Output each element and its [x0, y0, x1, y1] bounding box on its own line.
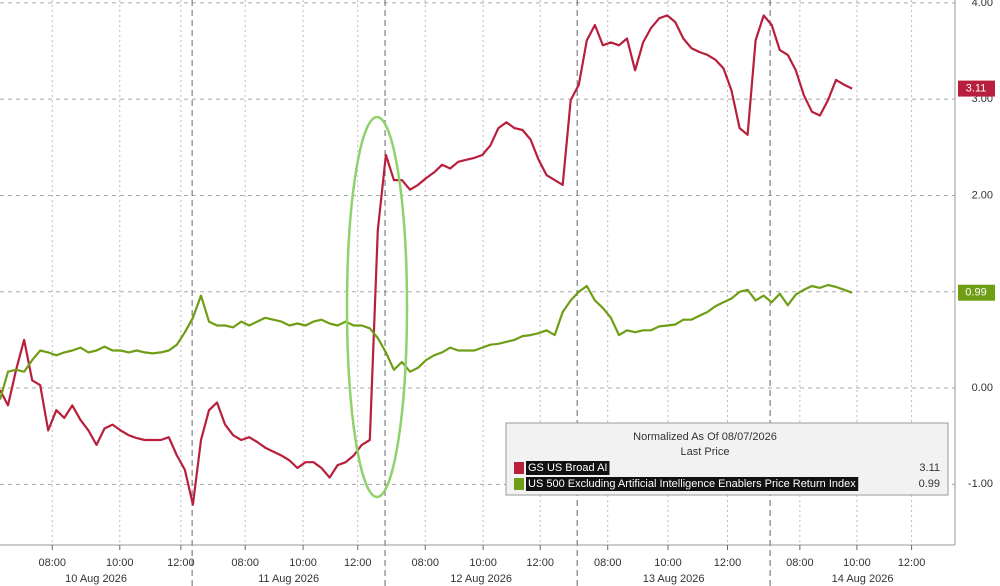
series-line: [0, 283, 853, 400]
x-tick-label: 12:00: [714, 557, 742, 569]
last-price-label: 3.11: [966, 82, 987, 94]
last-price-box: [958, 284, 995, 301]
x-tick-label: 10:00: [469, 557, 497, 569]
x-tick-label: 08:00: [231, 557, 259, 569]
x-tick-label: 08:00: [411, 557, 439, 569]
x-tick-label: 10:00: [289, 557, 317, 569]
x-tick-label: 12:00: [344, 557, 372, 569]
legend-value: 3.11: [919, 462, 940, 474]
x-tick-label: 10:00: [843, 557, 871, 569]
y-tick-label: -1.00: [968, 478, 993, 490]
legend-subtitle: Last Price: [681, 446, 730, 458]
x-tick-label: 12:00: [526, 557, 554, 569]
legend: Normalized As Of 08/07/2026 Last Price G…: [505, 422, 949, 496]
day-label: 14 Aug 2026: [832, 573, 894, 585]
series-layer: [0, 14, 853, 506]
day-label: 10 Aug 2026: [65, 573, 127, 585]
x-tick-label: 12:00: [167, 557, 195, 569]
x-tick-label: 10:00: [106, 557, 134, 569]
day-label: 12 Aug 2026: [450, 573, 512, 585]
y-tick-label: 4.00: [972, 0, 993, 9]
legend-name: US 500 Excluding Artificial Intelligence…: [528, 478, 856, 490]
highlight-ellipse: [345, 115, 409, 499]
y-tick-label: 0.00: [972, 382, 993, 394]
legend-swatch: [514, 462, 524, 474]
series-line: [0, 14, 853, 506]
x-tick-label: 12:00: [898, 557, 926, 569]
legend-name-bg: [526, 461, 610, 475]
x-tick-label: 08:00: [594, 557, 622, 569]
day-label: 13 Aug 2026: [643, 573, 705, 585]
last-price-label: 0.99: [965, 287, 986, 299]
x-tick-label: 08:00: [38, 557, 66, 569]
x-tick-label: 10:00: [654, 557, 682, 569]
legend-value: 0.99: [919, 478, 940, 490]
y-tick-label: 2.00: [972, 189, 993, 201]
legend-name: GS US Broad AI: [528, 462, 607, 474]
legend-name-bg: [526, 477, 859, 491]
day-label: 11 Aug 2026: [258, 573, 319, 585]
legend-swatch: [514, 478, 524, 490]
grid-layer: [0, 0, 955, 586]
legend-title: Normalized As Of 08/07/2026: [633, 431, 777, 443]
x-tick-label: 08:00: [786, 557, 814, 569]
last-price-box: [958, 80, 995, 97]
